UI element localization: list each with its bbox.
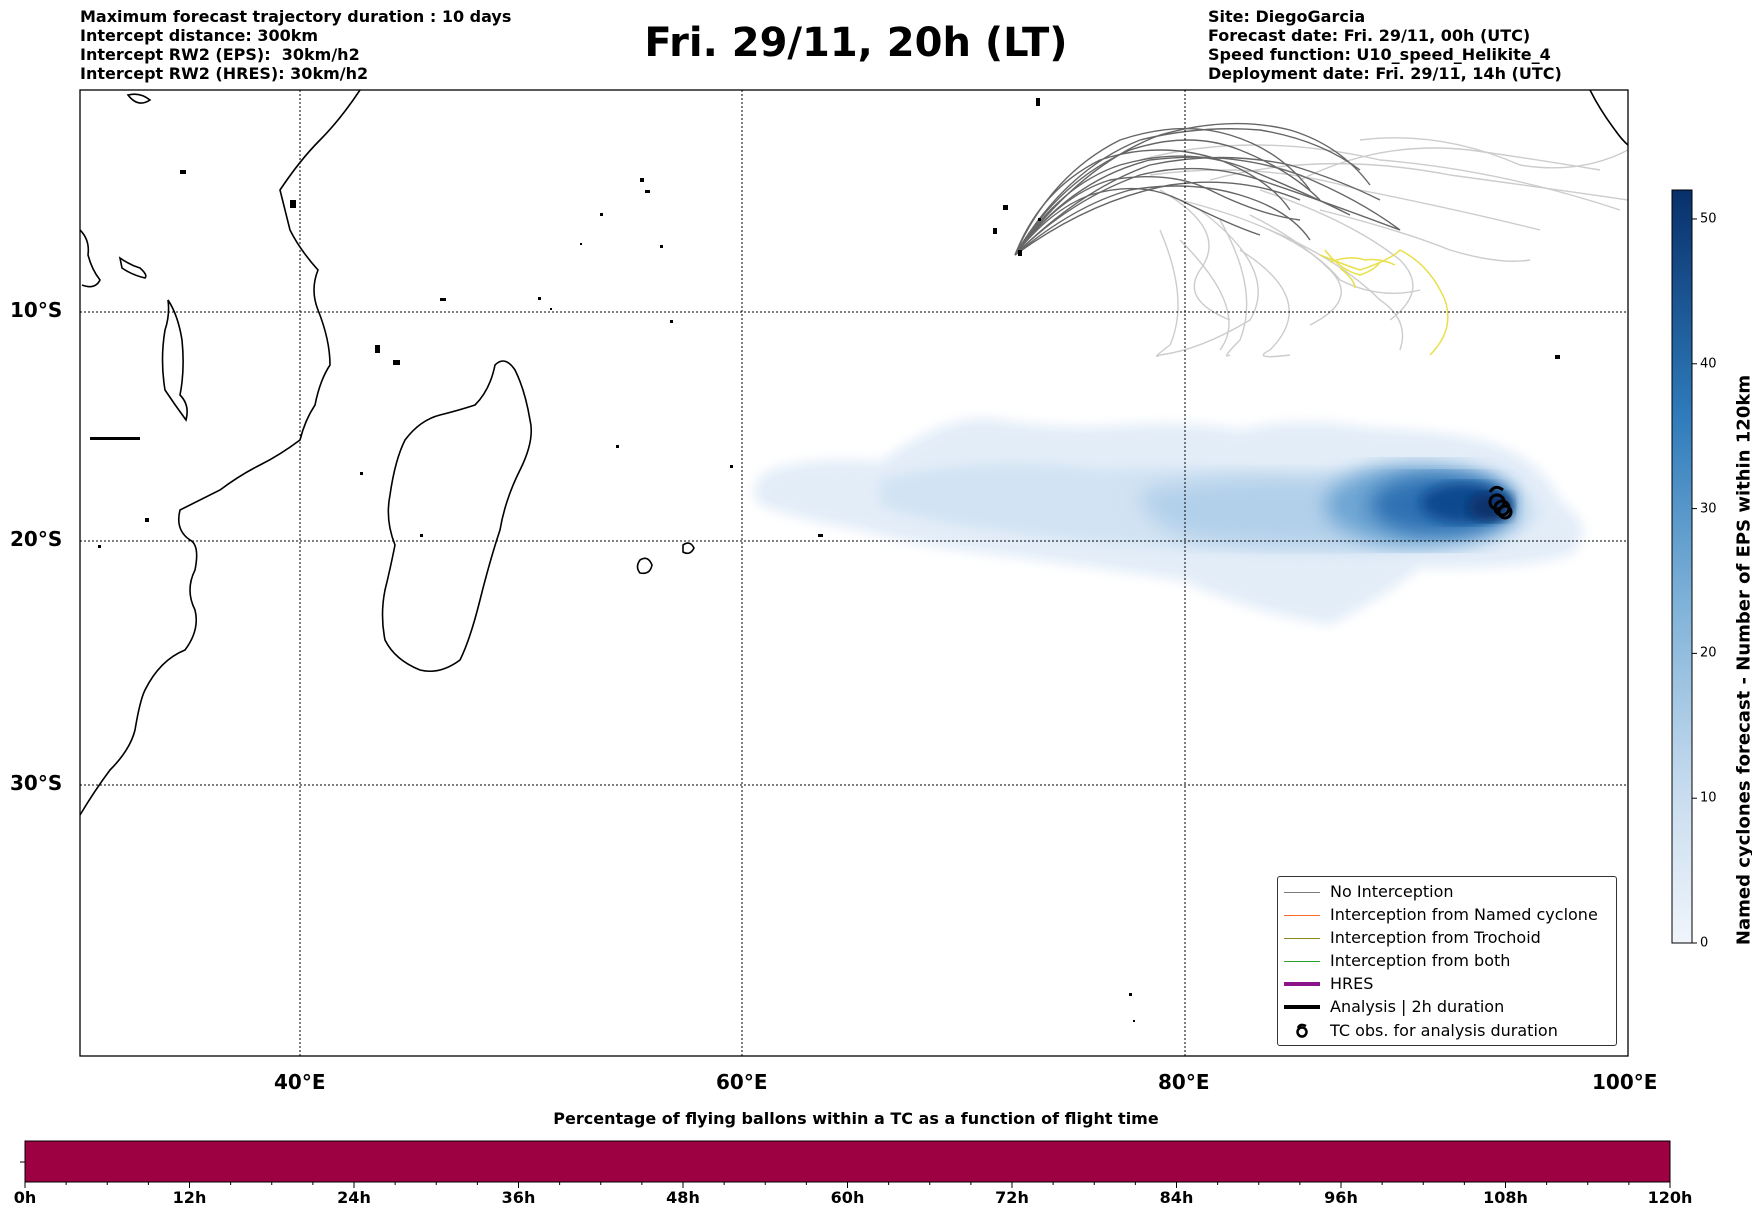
legend-label: Interception from Trochoid <box>1330 928 1541 947</box>
map-legend: No Interception Interception from Named … <box>1277 876 1617 1046</box>
legend-label: TC obs. for analysis duration <box>1330 1021 1558 1040</box>
legend-swatch <box>1284 915 1320 916</box>
legend-swatch <box>1284 961 1320 962</box>
lon-label: 100°E <box>1592 1070 1658 1094</box>
colorbar-tick-label: 40 <box>1700 356 1717 372</box>
legend-label: Interception from both <box>1330 951 1511 970</box>
colorbar-tick-label: 10 <box>1700 790 1717 806</box>
header-left-line: Intercept RW2 (EPS): 30km/h2 <box>80 45 360 64</box>
colorbar-label: Named cyclones forecast - Number of EPS … <box>1733 374 1752 946</box>
map-frame <box>79 89 1629 1057</box>
header-left-line: Maximum forecast trajectory duration : 1… <box>80 7 512 26</box>
trajectories-no-interception <box>1014 122 1401 256</box>
legend-label: No Interception <box>1330 882 1454 901</box>
map-title: Fri. 29/11, 20h (LT) <box>644 20 1068 66</box>
timebar-tick-label: 72h <box>995 1188 1029 1207</box>
tc-observation-markers <box>1488 485 1513 520</box>
legend-item: Analysis | 2h duration <box>1278 996 1616 1018</box>
legend-item: TC obs. for analysis duration <box>1278 1020 1616 1042</box>
coastlines <box>80 90 1628 816</box>
lon-label: 40°E <box>274 1070 326 1094</box>
legend-swatch <box>1284 938 1320 939</box>
legend-item: Interception from both <box>1278 950 1616 972</box>
timebar-tick-label: 0h <box>13 1188 37 1207</box>
graticule <box>80 90 1628 1056</box>
legend-item: Interception from Trochoid <box>1278 927 1616 949</box>
header-right-line: Forecast date: Fri. 29/11, 00h (UTC) <box>1208 26 1531 45</box>
cyclone-density-field <box>754 418 1583 625</box>
header-left-line: Intercept distance: 300km <box>80 26 319 45</box>
legend-swatch <box>1284 1005 1320 1009</box>
legend-swatch <box>1284 892 1320 893</box>
colorbar-tick-label: 20 <box>1700 645 1717 661</box>
lat-label: 20°S <box>10 527 63 551</box>
header-right: Site: DiegoGarcia Forecast date: Fri. 29… <box>1208 7 1562 83</box>
trajectories-yellow <box>1319 249 1449 356</box>
header-right-line: Speed function: U10_speed_Helikite_4 <box>1208 45 1551 64</box>
timebar-tick-label: 120h <box>1647 1188 1693 1207</box>
header-left: Maximum forecast trajectory duration : 1… <box>80 7 511 83</box>
timebar-tick-label: 108h <box>1483 1188 1528 1207</box>
header-right-line: Site: DiegoGarcia <box>1208 7 1366 26</box>
timebar-tick-label: 96h <box>1324 1188 1358 1207</box>
colorbar-tick-label: 0 <box>1700 935 1709 951</box>
timebar-tick-label: 12h <box>172 1188 207 1207</box>
lon-label: 60°E <box>716 1070 768 1094</box>
legend-swatch <box>1284 982 1320 986</box>
legend-label: Analysis | 2h duration <box>1330 997 1505 1016</box>
density-colorbar <box>1671 189 1697 944</box>
timebar-tick-label: 84h <box>1159 1188 1194 1207</box>
header-right-line: Deployment date: Fri. 29/11, 14h (UTC) <box>1208 64 1562 83</box>
legend-label: HRES <box>1330 974 1374 993</box>
timebar-tick-label: 60h <box>830 1188 865 1207</box>
timebar-tick-label: 36h <box>501 1188 536 1207</box>
timebar-tick-label: 48h <box>666 1188 700 1207</box>
colorbar-tick-label: 50 <box>1700 211 1717 227</box>
legend-item: Interception from Named cyclone <box>1278 904 1616 926</box>
lat-label: 10°S <box>10 298 63 322</box>
lon-label: 80°E <box>1158 1070 1210 1094</box>
header-left-line: Intercept RW2 (HRES): 30km/h2 <box>80 64 369 83</box>
legend-item: No Interception <box>1278 881 1616 903</box>
small-islands <box>90 98 1560 1022</box>
flight-time-bar <box>20 1140 1671 1188</box>
colorbar-tick-label: 30 <box>1700 501 1717 517</box>
cyclone-icon <box>1296 1023 1308 1038</box>
legend-label: Interception from Named cyclone <box>1330 905 1598 924</box>
lat-label: 30°S <box>10 771 63 795</box>
timebar-title: Percentage of flying ballons within a TC… <box>553 1109 1159 1128</box>
timebar-tick-label: 24h <box>337 1188 371 1207</box>
legend-item: HRES <box>1278 973 1616 995</box>
